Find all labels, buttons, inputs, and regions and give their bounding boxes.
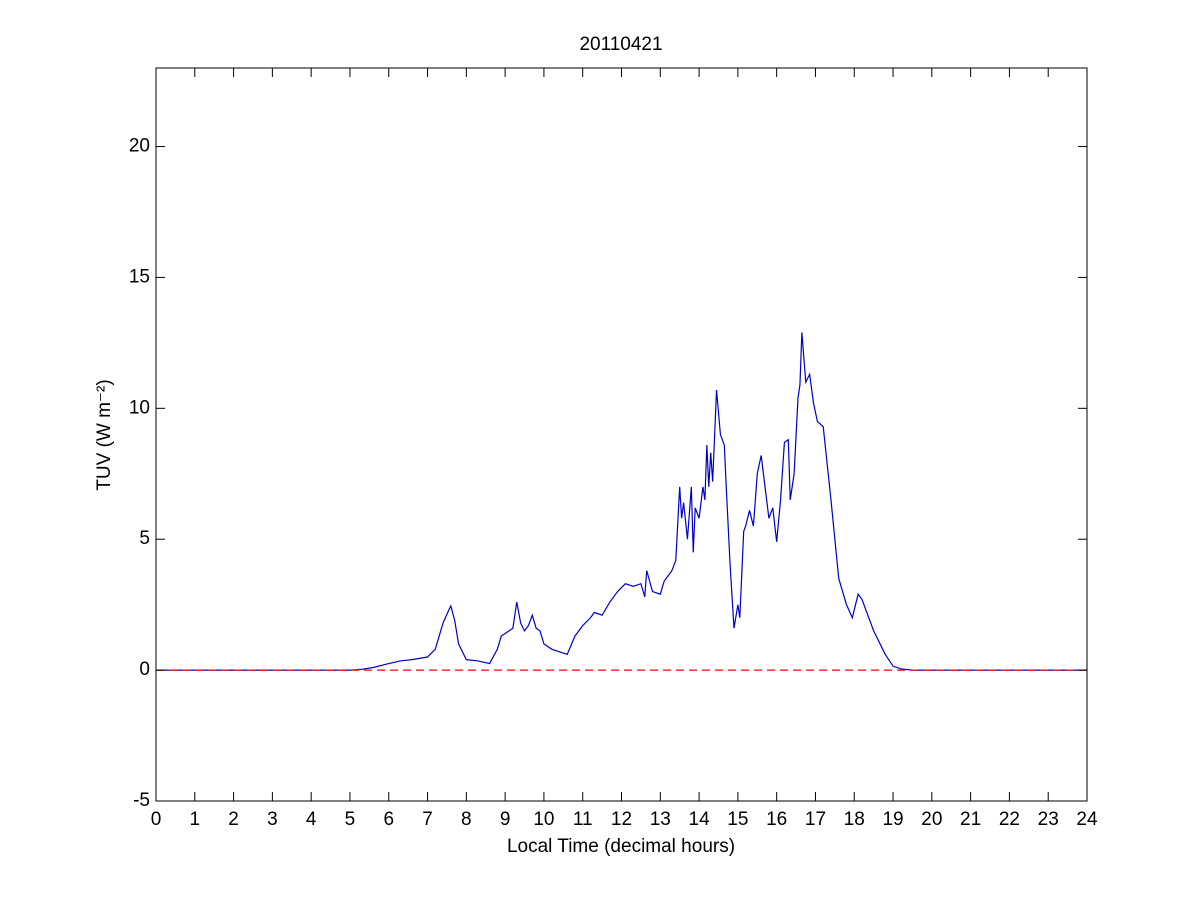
x-axis-label: Local Time (decimal hours): [507, 836, 735, 857]
x-tick-label: 12: [611, 809, 632, 830]
x-tick-label: 2: [228, 809, 239, 830]
y-tick-label: 0: [139, 659, 150, 680]
y-tick-label: 20: [129, 136, 150, 157]
y-tick-label: 10: [129, 397, 150, 418]
y-tick-label: -5: [133, 790, 150, 811]
x-tick-label: 13: [650, 809, 671, 830]
x-tick-label: 20: [921, 809, 942, 830]
x-tick-label: 15: [727, 809, 748, 830]
x-tick-label: 3: [267, 809, 278, 830]
x-tick-label: 10: [533, 809, 554, 830]
y-axis-label: TUV (W m⁻²): [94, 379, 115, 490]
x-tick-label: 0: [151, 809, 162, 830]
x-tick-label: 21: [960, 809, 981, 830]
x-tick-label: 11: [573, 809, 593, 830]
x-tick-label: 5: [345, 809, 356, 830]
chart-title: 20110421: [579, 34, 662, 55]
y-tick-label: 5: [139, 528, 150, 549]
x-tick-label: 17: [805, 809, 826, 830]
plot-area: [156, 68, 1087, 801]
x-tick-label: 6: [383, 809, 394, 830]
x-tick-label: 1: [190, 809, 201, 830]
x-tick-label: 4: [306, 809, 317, 830]
data-line: [156, 332, 1087, 671]
x-tick-label: 23: [1038, 809, 1059, 830]
x-tick-label: 18: [844, 809, 865, 830]
x-tick-label: 24: [1076, 809, 1098, 830]
x-tick-label: 14: [689, 809, 711, 830]
y-tick-label: 15: [129, 266, 150, 287]
x-tick-label: 16: [766, 809, 787, 830]
x-tick-label: 9: [500, 809, 511, 830]
x-tick-label: 22: [999, 809, 1020, 830]
x-tick-label: 8: [461, 809, 472, 830]
x-tick-label: 19: [882, 809, 903, 830]
x-tick-label: 7: [422, 809, 433, 830]
